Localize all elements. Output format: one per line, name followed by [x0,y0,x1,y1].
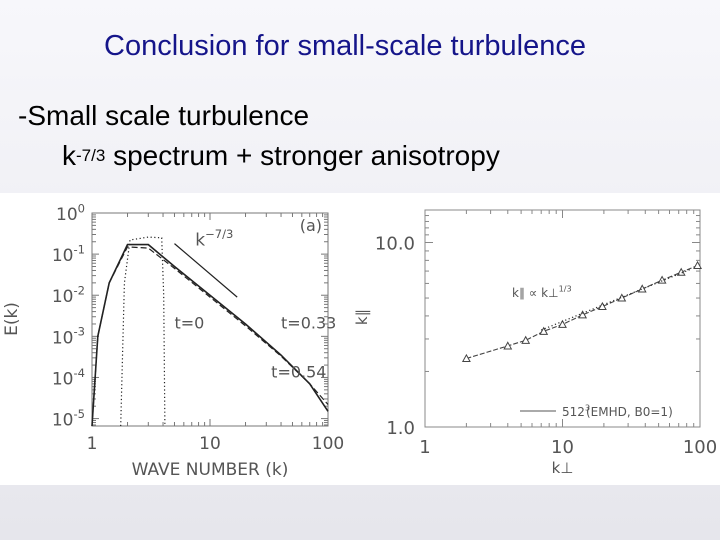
panel-a-annotation: t=0 [174,313,204,332]
panel-a-ylabel: E(k) [2,302,22,336]
panel-b-frame [424,209,701,428]
panel-a-annotation: t=0.33 [281,313,336,332]
panel-a-slope-line [174,243,238,298]
panel-a-xtick-label: 1 [87,434,98,454]
panel-b-triangle-marker [657,275,667,284]
panel-b-triangle-marker [693,260,703,270]
panel-b-scaling-line [540,268,691,331]
panel-b-triangle-marker [558,319,567,328]
panel-b-triangle-marker [637,284,647,293]
panel-b-triangle-marker [539,326,549,335]
panel-a-slope-label: k−7/3 [195,227,233,251]
panel-b-triangle-marker [676,267,686,276]
panel-a-series-t0 [120,236,166,427]
panel-b-triangle-marker [461,353,471,363]
panel-b-triangle-marker [521,335,531,344]
panel-a-label: (a) [300,216,322,235]
panel-b-xtick-label: 100 [683,437,717,458]
panel-a-ytick-label: 100 [56,201,85,225]
sub-exponent: -7/3 [76,146,106,165]
panel-a-annotation: t=0.54 [271,362,326,381]
panel-b-triangle-marker [578,310,588,319]
panel-a-ytick-label: 10-1 [52,242,85,266]
figure-svg: 1 10 100 100 10-1 10-2 10-3 10-4 10-5 WAVE NUMBER… [2,201,717,480]
sub-bullet: k-7/3 spectrum + stronger anisotropy [62,140,500,172]
figure-panel: 1 10 100 100 10-1 10-2 10-3 10-4 10-5 WAVE NUMBER… [0,193,720,485]
panel-b-ytick-label: 10.0 [375,233,415,254]
panel-b-xtick-label: 10 [551,437,574,458]
panel-a-ytick-label: 10-2 [52,284,85,308]
panel-b-ylabel: k∥ [353,309,371,325]
panel-b-legend-text: 5123 [562,403,590,419]
panel-b-legend-text-rest: (EMHD, B0=1) [586,405,673,419]
slide-title: Conclusion for small-scale turbulence [104,30,586,62]
panel-b-triangle-marker [503,341,513,350]
panel-b-xlabel: k⊥ [552,459,574,477]
sub-base: k [62,140,76,171]
panel-a-ytick-label: 10-3 [52,325,85,349]
panel-a-xtick-label: 10 [199,434,221,454]
panel-b-xtick-label: 1 [419,437,430,458]
panel-a-ytick-label: 10-5 [52,407,85,431]
sub-rest: spectrum + stronger anisotropy [105,140,500,171]
panel-b-scaling-label: k∥ ∝ k⊥1/3 [512,284,572,300]
panel-b-triangle-marker [617,293,627,302]
panel-b-ytick-label: 1.0 [386,418,415,439]
panel-a-series-t054 [91,243,329,427]
bullet-text: -Small scale turbulence [18,100,310,131]
panel-a-ytick-label: 10-4 [52,366,85,390]
panel-a-xlabel: WAVE NUMBER (k) [132,460,289,480]
panel-a-xtick-label: 100 [312,434,344,454]
